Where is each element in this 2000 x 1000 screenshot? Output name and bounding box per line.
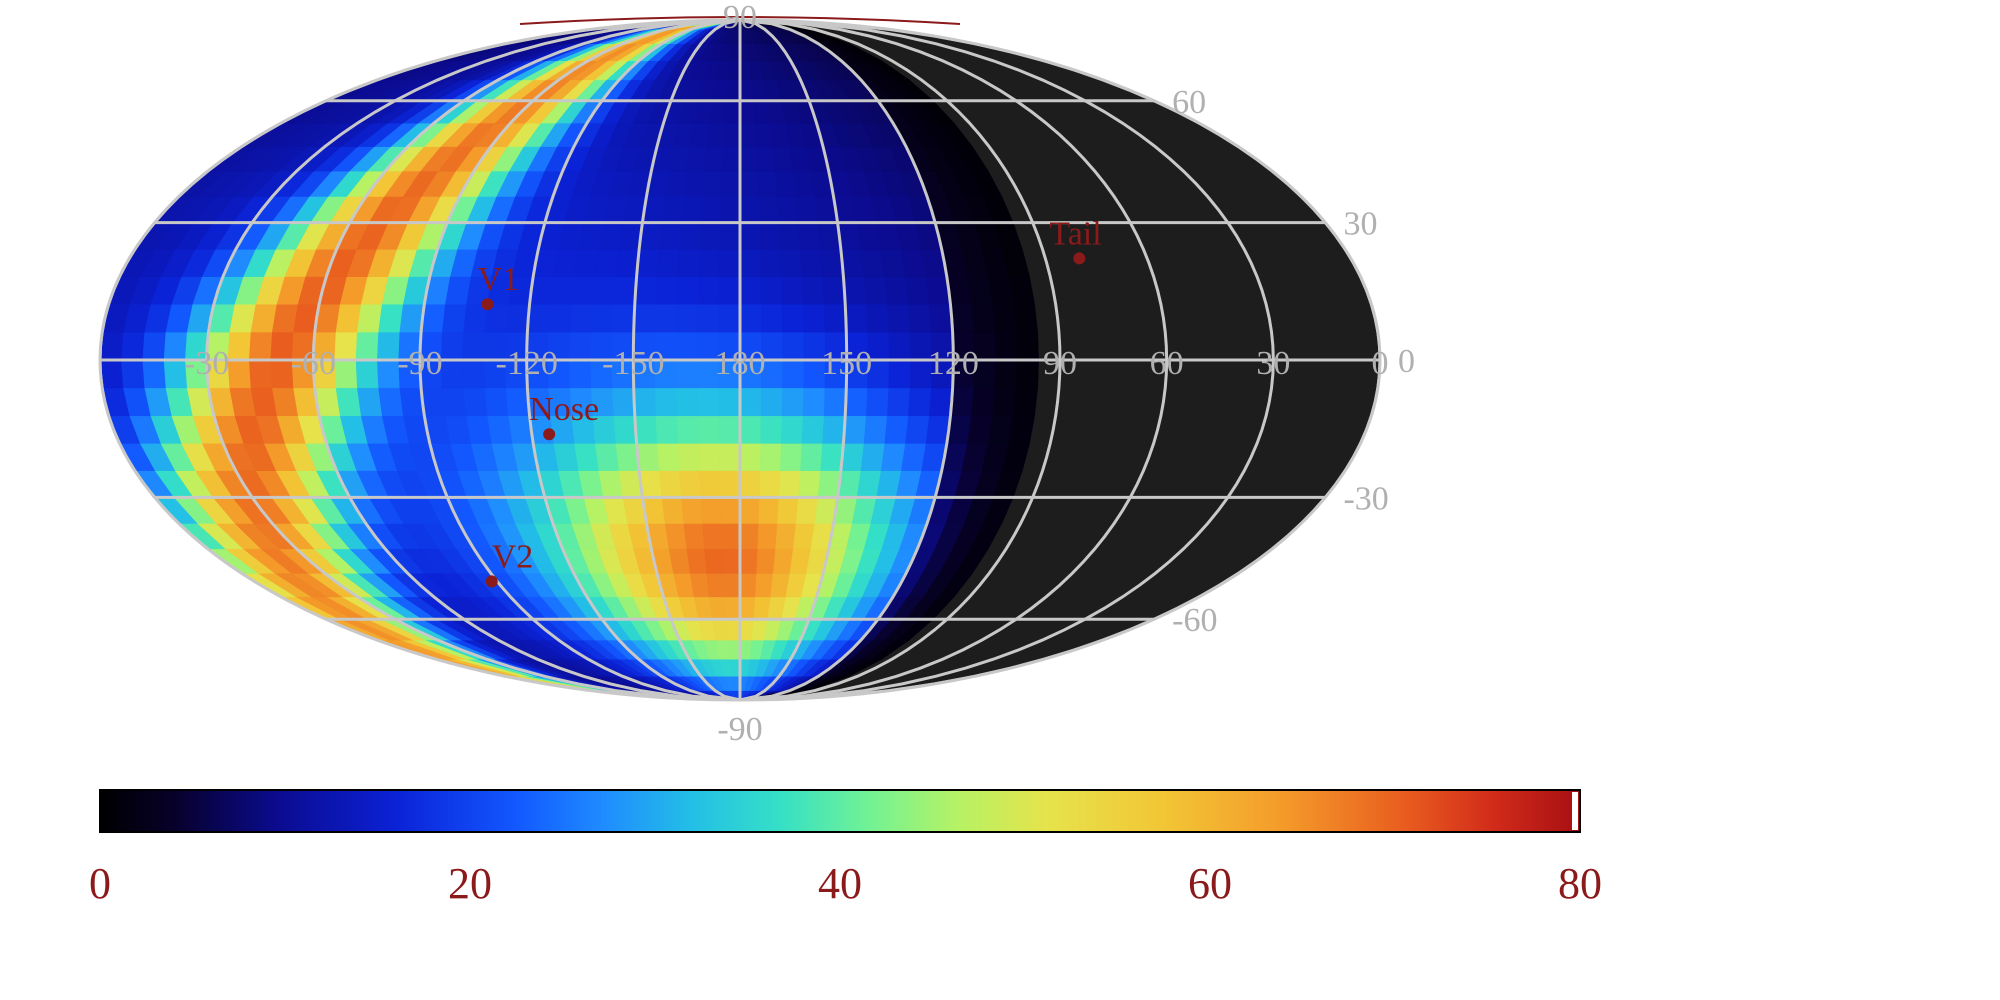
marker-v2 [486,575,498,587]
lon-label: 180 [715,345,766,382]
colorbar-tick: 20 [448,859,492,908]
lon-label: 150 [821,345,872,382]
lon-label: -90 [397,345,442,382]
marker-tail [1073,252,1085,264]
colorbar [100,790,1580,832]
sky-map-figure: -90 -60 -30 0 30 60 90 -30 -60 -90 -120 -150 180 150 1… [0,0,2000,1000]
lon-label: -30 [184,345,229,382]
colorbar-tick: 60 [1188,859,1232,908]
lat-label: 0 [1398,343,1415,380]
lat-label: -90 [717,711,762,748]
lat-label: 60 [1172,84,1206,121]
lon-label: -120 [496,345,558,382]
lat-label: 30 [1343,206,1377,243]
marker-v1 [481,298,493,310]
lon-label: 120 [928,345,979,382]
marker-label-v1: V1 [477,261,519,298]
lon-label: 0 [1372,345,1389,382]
lon-label: -60 [291,345,336,382]
lat-label: -30 [1343,480,1388,517]
lat-label: 90 [723,0,757,36]
colorbar-tick: 80 [1558,859,1602,908]
marker-label-tail: Tail [1049,215,1101,252]
colorbar-tick: 40 [818,859,862,908]
lon-label: 90 [1043,345,1077,382]
lon-label: 60 [1150,345,1184,382]
lon-label: -150 [602,345,664,382]
marker-label-nose: Nose [529,391,599,428]
marker-label-v2: V2 [492,538,534,575]
lon-label: 30 [1256,345,1290,382]
lat-label: -60 [1172,602,1217,639]
colorbar-tick: 0 [89,859,111,908]
colorbar-endcap [1572,792,1578,830]
marker-nose [543,428,555,440]
